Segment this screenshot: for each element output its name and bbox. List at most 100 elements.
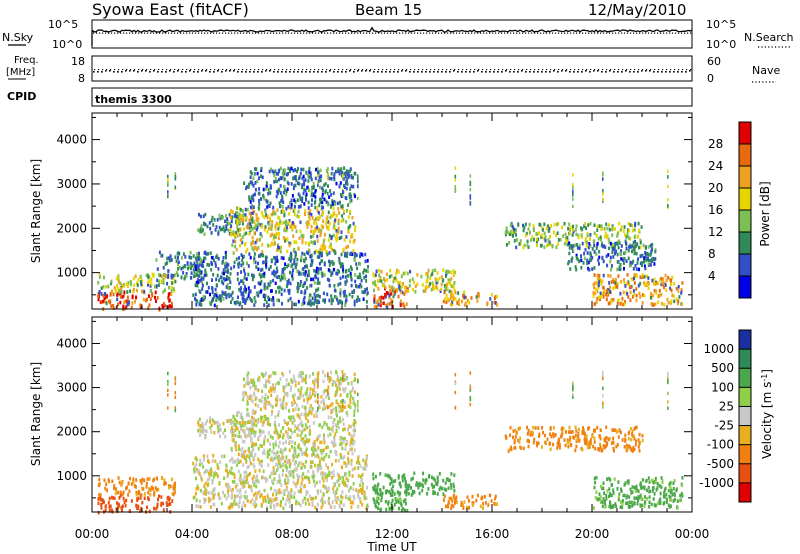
heatmap-cell: [293, 184, 296, 188]
heatmap-cell: [568, 251, 571, 256]
heatmap-cell: [265, 300, 268, 304]
heatmap-cell: [310, 253, 313, 258]
freq-point: [421, 71, 423, 73]
heatmap-cell: [314, 495, 317, 500]
nave-point: [150, 69, 152, 71]
heatmap-cell: [623, 266, 625, 271]
heatmap-cell: [445, 300, 448, 305]
heatmap-cell: [211, 215, 214, 220]
heatmap-cell: [434, 277, 437, 281]
heatmap-cell: [290, 166, 293, 171]
heatmap-cell: [365, 274, 367, 279]
heatmap-cell: [622, 290, 625, 295]
heatmap-cell: [323, 405, 326, 410]
heatmap-cell: [641, 275, 644, 279]
heatmap-cell: [299, 229, 302, 234]
heatmap-cell: [261, 274, 264, 278]
heatmap-cell: [238, 261, 241, 265]
heatmap-cell: [320, 451, 323, 456]
heatmap-cell: [624, 239, 627, 244]
heatmap-cell: [121, 492, 124, 497]
heatmap-cell: [193, 467, 196, 471]
heatmap-cell: [252, 430, 255, 434]
heatmap-cell: [352, 221, 355, 226]
heatmap-cell: [289, 388, 292, 392]
heatmap-cell: [252, 378, 255, 383]
freq-point: [625, 70, 627, 72]
heatmap-cell: [323, 197, 326, 202]
heatmap-cell: [155, 507, 158, 511]
heatmap-cell: [335, 238, 338, 243]
heatmap-cell: [292, 454, 295, 458]
heatmap-cell: [442, 268, 445, 272]
heatmap-cell: [293, 207, 296, 212]
heatmap-cell: [273, 477, 276, 481]
heatmap-cell: [333, 226, 336, 231]
heatmap-cell: [317, 250, 320, 254]
heatmap-cell: [592, 290, 595, 295]
nave-tick-lo: 0: [707, 72, 714, 85]
heatmap-cell: [547, 224, 550, 228]
heatmap-cell: [215, 225, 218, 229]
heatmap-cell: [337, 421, 340, 425]
heatmap-cell: [199, 260, 202, 264]
freq-point: [573, 71, 575, 73]
heatmap-cell: [443, 290, 446, 295]
heatmap-cell: [338, 299, 341, 303]
heatmap-cell: [353, 496, 356, 501]
heatmap-cell: [275, 221, 278, 226]
heatmap-cell: [522, 223, 524, 228]
heatmap-cell: [254, 187, 257, 192]
heatmap-cell: [377, 279, 379, 283]
nsearch-point: [150, 32, 152, 34]
heatmap-cell: [567, 260, 570, 264]
heatmap-cell: [293, 400, 296, 405]
nave-point: [210, 69, 212, 71]
heatmap-cell: [380, 295, 383, 300]
heatmap-cell: [384, 293, 387, 297]
heatmap-cell: [263, 439, 266, 444]
nave-point: [602, 69, 604, 71]
heatmap-cell: [225, 277, 228, 281]
heatmap-cell: [231, 479, 234, 484]
heatmap-cell: [228, 506, 231, 510]
heatmap-cell: [496, 303, 499, 307]
heatmap-cell: [359, 252, 362, 256]
heatmap-cell: [159, 254, 162, 258]
heatmap-cell: [125, 498, 128, 503]
heatmap-cell: [217, 493, 220, 498]
nsearch-point: [444, 32, 446, 34]
heatmap-cell: [270, 486, 273, 491]
heatmap-cell: [276, 497, 279, 501]
heatmap-cell: [264, 379, 267, 384]
heatmap-cell: [285, 402, 288, 406]
heatmap-cell: [233, 429, 235, 433]
heatmap-cell: [251, 411, 254, 415]
heatmap-cell: [259, 223, 262, 227]
heatmap-cell: [334, 443, 337, 447]
heatmap-cell: [117, 287, 120, 291]
heatmap-cell: [279, 184, 282, 188]
heatmap-cell: [669, 286, 672, 291]
nave-point: [374, 69, 376, 71]
heatmap-cell: [340, 377, 343, 381]
heatmap-cell: [593, 273, 596, 277]
heatmap-cell: [248, 450, 251, 455]
heatmap-cell: [340, 167, 343, 171]
heatmap-cell: [239, 208, 242, 212]
heatmap-cell: [311, 453, 314, 457]
heatmap-cell: [337, 230, 340, 235]
heatmap-cell: [329, 449, 332, 454]
heatmap-cell: [244, 421, 247, 426]
heatmap-cell: [262, 451, 264, 455]
nave-point: [94, 69, 96, 71]
heatmap-cell: [237, 228, 240, 232]
heatmap-cell: [596, 277, 599, 282]
heatmap-cell: [314, 454, 316, 458]
heatmap-cell: [580, 258, 583, 263]
heatmap-cell: [598, 249, 601, 254]
heatmap-cell: [384, 285, 387, 290]
nave-point: [642, 69, 644, 71]
heatmap-cell: [233, 421, 235, 426]
heatmap-cell: [569, 225, 572, 230]
